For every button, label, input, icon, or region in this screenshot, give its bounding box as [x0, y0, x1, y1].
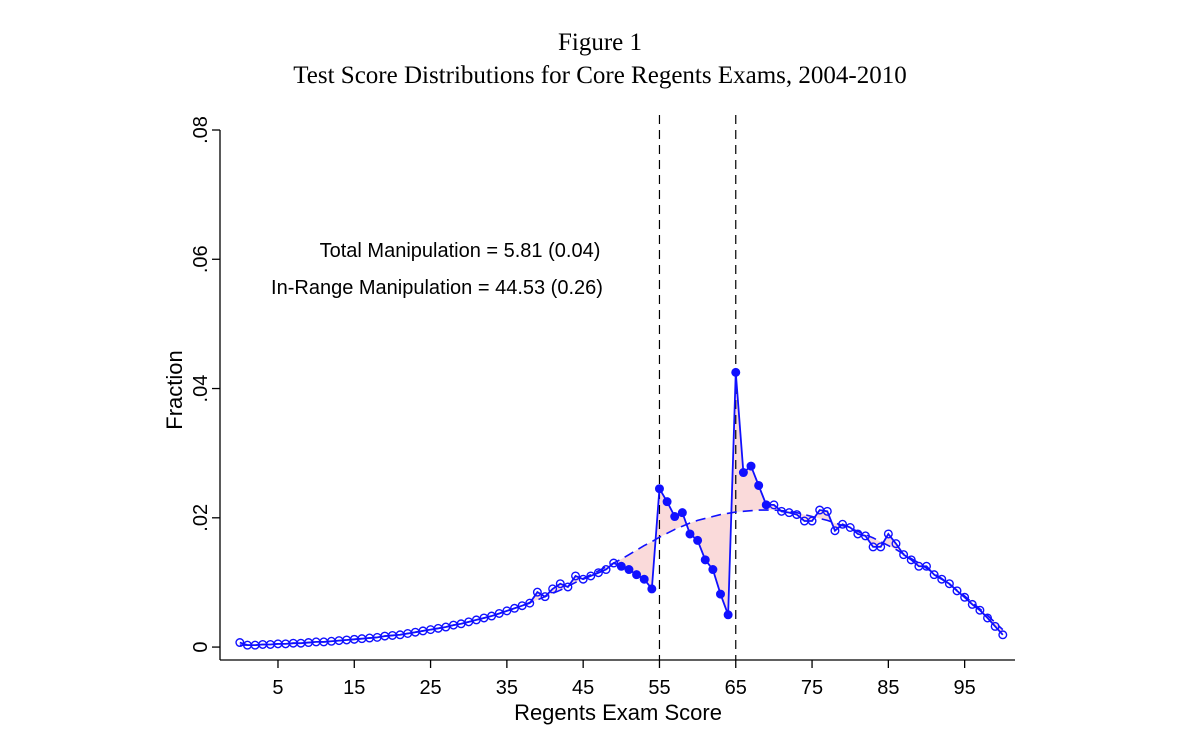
x-tick-label: 55	[648, 677, 670, 699]
data-point	[937, 574, 947, 584]
data-point	[761, 500, 771, 510]
data-point	[715, 589, 725, 599]
data-point	[494, 608, 504, 618]
data-point	[510, 603, 520, 613]
data-point	[822, 506, 832, 516]
data-point	[548, 584, 558, 594]
data-point	[746, 461, 756, 471]
y-tick-label: .08	[190, 116, 212, 144]
chart-subtitle: Test Score Distributions for Core Regent…	[293, 62, 906, 89]
data-point	[899, 550, 909, 560]
data-point	[754, 480, 764, 490]
data-point	[830, 526, 840, 536]
x-tick-label: 5	[272, 677, 283, 699]
data-point	[532, 587, 542, 597]
y-tick-label: .04	[190, 375, 212, 403]
x-tick-label: 95	[954, 677, 976, 699]
data-point	[647, 584, 657, 594]
data-point	[571, 571, 581, 581]
manipulation-area	[239, 372, 1003, 646]
data-point	[960, 592, 970, 602]
annotation: Total Manipulation = 5.81 (0.04)	[320, 240, 601, 262]
x-axis-label: Regents Exam Score	[514, 700, 722, 725]
data-point	[723, 610, 733, 620]
annotation: In-Range Manipulation = 44.53 (0.26)	[271, 277, 603, 299]
y-axis-label: Fraction	[162, 350, 187, 429]
x-tick-label: 25	[419, 677, 441, 699]
y-tick-label: .06	[190, 245, 212, 273]
data-point	[792, 510, 802, 520]
data-point	[944, 579, 954, 589]
data-point	[639, 574, 649, 584]
y-tick-label: 0	[190, 642, 212, 653]
x-tick-label: 15	[343, 677, 365, 699]
data-point	[616, 561, 626, 571]
x-tick-label: 75	[801, 677, 823, 699]
data-point	[487, 611, 497, 621]
data-point	[632, 570, 642, 580]
data-point	[670, 512, 680, 522]
data-point	[685, 529, 695, 539]
x-tick-label: 45	[572, 677, 594, 699]
data-point	[975, 605, 985, 615]
data-point	[677, 508, 687, 518]
series-line	[239, 372, 1004, 647]
data-point	[708, 565, 718, 575]
data-point	[624, 565, 634, 575]
data-point	[906, 555, 916, 565]
data-point	[731, 367, 741, 377]
data-point	[525, 598, 535, 608]
data-point	[738, 468, 748, 478]
y-tick-label: .02	[190, 504, 212, 532]
data-point	[609, 558, 619, 568]
data-point	[845, 523, 855, 533]
data-point	[876, 542, 886, 552]
chart-title: Figure 1	[558, 29, 642, 56]
data-point	[654, 484, 664, 494]
data-point	[502, 606, 512, 616]
data-point	[578, 574, 588, 584]
data-point	[235, 638, 245, 648]
data-point	[693, 535, 703, 545]
data-point	[700, 555, 710, 565]
data-point	[891, 539, 901, 549]
data-point	[593, 568, 603, 578]
data-point	[517, 601, 527, 611]
data-point	[769, 500, 779, 510]
data-point	[563, 582, 573, 592]
x-tick-label: 65	[725, 677, 747, 699]
data-point	[540, 592, 550, 602]
data-point	[952, 586, 962, 596]
data-point	[555, 579, 565, 589]
series-line	[239, 509, 1004, 646]
data-point	[929, 570, 939, 580]
data-point	[662, 497, 672, 507]
data-point	[883, 529, 893, 539]
data-point	[998, 630, 1008, 640]
x-tick-label: 35	[496, 677, 518, 699]
data-point	[967, 599, 977, 609]
x-tick-label: 85	[877, 677, 899, 699]
